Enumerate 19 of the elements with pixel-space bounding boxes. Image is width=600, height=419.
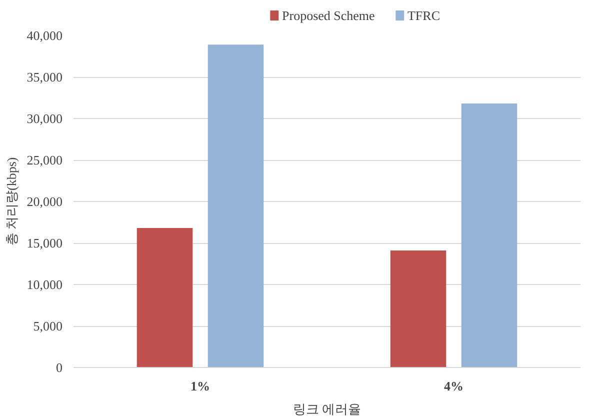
bar	[390, 250, 446, 368]
y-tick-label: 20,000	[26, 194, 62, 209]
y-tick-label: 0	[56, 360, 62, 375]
legend-label: Proposed Scheme	[282, 8, 376, 23]
x-axis-title: 링크 에러율	[292, 402, 362, 416]
y-tick-label: 35,000	[26, 70, 62, 84]
legend-label: TFRC	[407, 8, 440, 23]
y-axis-title: 총 처리량(kbps)	[4, 157, 19, 246]
bar	[461, 104, 518, 368]
y-tick-label: 30,000	[26, 111, 62, 126]
y-tick-label: 10,000	[26, 277, 62, 292]
y-tick-label: 15,000	[26, 236, 62, 250]
x-tick-label: 1%	[190, 378, 210, 394]
y-tick-label: 40,000	[26, 28, 62, 43]
y-tick-label: 5,000	[33, 318, 62, 334]
bar	[136, 228, 193, 368]
y-tick-label: 25,000	[26, 152, 62, 168]
x-tick-label: 4%	[444, 378, 464, 394]
bar	[208, 44, 264, 368]
